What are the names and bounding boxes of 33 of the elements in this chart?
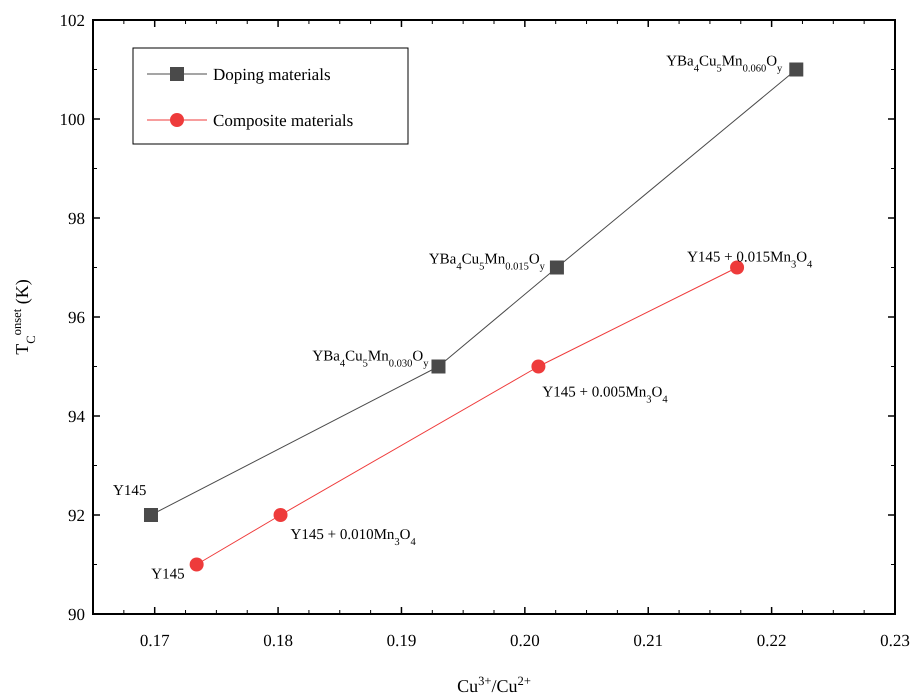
x-tick-label: 0.18 xyxy=(263,631,293,650)
annotation: YBa$_{4}$Cu$_{5}$Mn$_{0.015}$O$_{y}$ xyxy=(428,252,546,272)
y-tick-label: 102 xyxy=(60,11,85,30)
x-tick-label: 0.21 xyxy=(633,631,664,650)
x-tick-label: 0.19 xyxy=(386,631,416,650)
y-tick-label: 98 xyxy=(68,209,85,228)
annotation: Y145 + 0.005Mn$_{3}$O$_{4}$ xyxy=(542,384,668,405)
point xyxy=(274,508,288,522)
point xyxy=(550,260,564,274)
annotation: Y145 + 0.015Mn$_{3}$O$_{4}$ xyxy=(687,250,814,270)
x-tick-label: 0.17 xyxy=(140,631,170,650)
y-tick-label: 90 xyxy=(68,605,85,624)
y-tick-label: 96 xyxy=(68,308,85,327)
y-tick-label: 94 xyxy=(68,407,86,426)
legend-label: Composite materials xyxy=(213,111,354,130)
point xyxy=(531,360,546,374)
point xyxy=(431,360,446,374)
annotation: YBa$_{4}$Cu$_{5}$Mn$_{0.060}$O$_{y}$ xyxy=(666,54,784,74)
annotation: Y145 xyxy=(151,566,185,582)
point xyxy=(730,260,744,274)
x-axis-title: Cu$^{3+}$/Cu$^{2+}$ xyxy=(457,674,531,696)
annotation: Y145 + 0.010Mn$_{3}$O$_{4}$ xyxy=(290,527,417,548)
point xyxy=(190,558,204,572)
point xyxy=(789,62,804,76)
annotation: Y145 xyxy=(112,483,146,499)
y-tick-label: 100 xyxy=(60,110,85,129)
legend-label: Doping materials xyxy=(213,65,331,84)
y-tick-label: 92 xyxy=(68,506,85,525)
x-tick-label: 0.20 xyxy=(510,631,540,650)
point xyxy=(144,508,158,522)
x-tick-label: 0.23 xyxy=(880,631,910,650)
annotation: YBa$_{4}$Cu$_{5}$Mn$_{0.030}$O$_{y}$ xyxy=(312,348,430,369)
x-tick-label: 0.22 xyxy=(756,631,786,650)
